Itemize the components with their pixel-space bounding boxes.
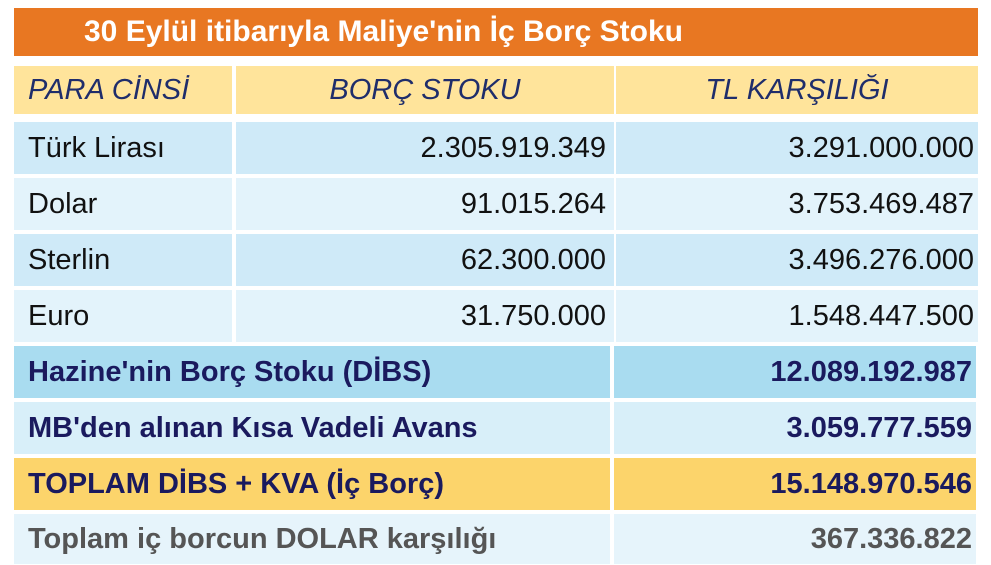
tl-equivalent-cell: 1.548.447.500 — [616, 290, 978, 342]
currency-cell: Dolar — [14, 178, 232, 230]
treasury-debt-label: Hazine'nin Borç Stoku (DİBS) — [14, 346, 610, 398]
total-row: TOPLAM DİBS + KVA (İç Borç) 15.148.970.5… — [14, 458, 978, 510]
mb-advance-value: 3.059.777.559 — [614, 402, 976, 454]
table-row: Euro 31.750.000 1.548.447.500 — [14, 290, 978, 342]
mb-advance-row: MB'den alınan Kısa Vadeli Avans 3.059.77… — [14, 402, 978, 454]
currency-cell: Sterlin — [14, 234, 232, 286]
usd-equivalent-row: Toplam iç borcun DOLAR karşılığı 367.336… — [14, 514, 978, 564]
table-row: Türk Lirası 2.305.919.349 3.291.000.000 — [14, 122, 978, 174]
debt-stock-cell: 91.015.264 — [236, 178, 614, 230]
table-title: 30 Eylül itibarıyla Maliye'nin İç Borç S… — [14, 8, 978, 56]
debt-stock-cell: 2.305.919.349 — [236, 122, 614, 174]
header-tl-equivalent: TL KARŞILIĞI — [616, 66, 978, 114]
table-row: Sterlin 62.300.000 3.496.276.000 — [14, 234, 978, 286]
total-value: 15.148.970.546 — [614, 458, 976, 510]
currency-cell: Türk Lirası — [14, 122, 232, 174]
treasury-debt-value: 12.089.192.987 — [614, 346, 976, 398]
tl-equivalent-cell: 3.291.000.000 — [616, 122, 978, 174]
currency-cell: Euro — [14, 290, 232, 342]
mb-advance-label: MB'den alınan Kısa Vadeli Avans — [14, 402, 610, 454]
treasury-debt-row: Hazine'nin Borç Stoku (DİBS) 12.089.192.… — [14, 346, 978, 398]
debt-stock-cell: 31.750.000 — [236, 290, 614, 342]
usd-equivalent-value: 367.336.822 — [614, 514, 976, 564]
table-row: Dolar 91.015.264 3.753.469.487 — [14, 178, 978, 230]
usd-equivalent-label: Toplam iç borcun DOLAR karşılığı — [14, 514, 610, 564]
header-debt-stock: BORÇ STOKU — [236, 66, 614, 114]
debt-stock-cell: 62.300.000 — [236, 234, 614, 286]
total-label: TOPLAM DİBS + KVA (İç Borç) — [14, 458, 610, 510]
header-row: PARA CİNSİ BORÇ STOKU TL KARŞILIĞI — [14, 66, 978, 114]
tl-equivalent-cell: 3.753.469.487 — [616, 178, 978, 230]
header-currency: PARA CİNSİ — [14, 66, 232, 114]
tl-equivalent-cell: 3.496.276.000 — [616, 234, 978, 286]
